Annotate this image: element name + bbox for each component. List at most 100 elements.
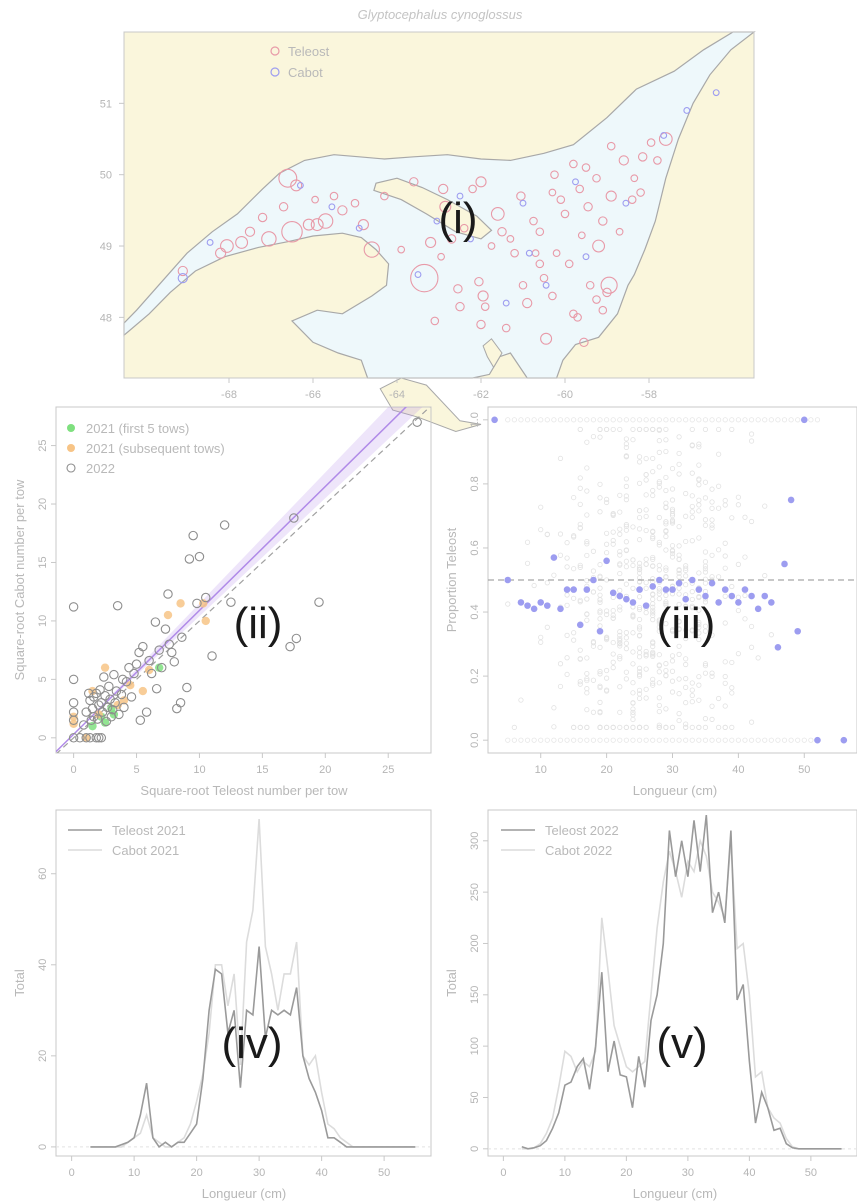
cabot-station-circle	[414, 271, 422, 278]
x-tick-label: 30	[253, 1167, 265, 1179]
individual-point	[617, 417, 623, 423]
cabot-station-circle	[582, 253, 590, 261]
individual-point	[564, 671, 570, 678]
individual-point	[669, 689, 676, 695]
individual-point	[722, 540, 728, 546]
individual-point	[617, 641, 623, 647]
individual-point	[663, 505, 669, 511]
point-2022	[87, 703, 98, 714]
individual-point	[636, 454, 643, 460]
individual-point	[676, 651, 682, 657]
individual-point	[610, 426, 616, 433]
teleost-station-circle	[281, 221, 303, 243]
individual-point	[643, 580, 649, 586]
individual-point	[577, 724, 583, 730]
teleost-station-circle	[556, 195, 566, 204]
individual-point	[696, 441, 702, 447]
individual-point	[564, 737, 570, 743]
individual-point	[762, 417, 768, 423]
individual-point	[683, 724, 689, 730]
individual-point	[683, 538, 689, 545]
individual-point	[689, 603, 695, 609]
individual-point	[604, 541, 610, 547]
individual-point	[669, 520, 676, 526]
individual-point	[676, 601, 682, 608]
individual-point	[604, 426, 610, 433]
individual-point	[577, 679, 583, 685]
individual-point	[571, 595, 577, 601]
teleost-station-circle	[474, 276, 484, 287]
individual-point	[531, 582, 537, 589]
individual-point	[636, 606, 643, 613]
teleost-station-circle	[540, 332, 553, 345]
x-tick-label: -64	[389, 389, 405, 401]
individual-point	[584, 724, 590, 730]
teleost-station-circle	[592, 239, 606, 253]
point-2021-subsequent	[138, 686, 148, 696]
individual-point	[604, 417, 610, 423]
individual-point	[689, 699, 695, 705]
individual-point	[623, 581, 629, 587]
y-tick-label: 60	[37, 868, 49, 880]
individual-point	[709, 716, 715, 722]
individual-point	[702, 670, 709, 676]
individual-point	[623, 417, 629, 423]
teleost-station-circle	[480, 302, 490, 311]
mean-proportion-point	[781, 560, 788, 568]
legend-entry: Teleost 2022	[545, 823, 619, 838]
individual-point	[564, 540, 570, 546]
point-2022	[151, 683, 162, 694]
individual-point	[729, 690, 735, 696]
x-tick-label: -58	[641, 389, 657, 401]
individual-point	[650, 737, 656, 743]
point-2022	[94, 733, 104, 743]
x-tick-label: 10	[193, 764, 205, 776]
teleost-station-circle	[453, 284, 463, 294]
individual-point	[617, 549, 623, 555]
individual-point	[604, 496, 610, 502]
x-tick-label: 25	[382, 764, 394, 776]
individual-point	[656, 702, 662, 709]
individual-point	[597, 699, 603, 705]
individual-point	[538, 639, 544, 645]
individual-point	[636, 691, 643, 697]
mean-proportion-point	[590, 576, 597, 584]
point-2022	[86, 715, 96, 726]
individual-point	[623, 444, 629, 451]
point-2022	[291, 633, 302, 644]
individual-point	[584, 737, 590, 743]
mean-proportion-point	[675, 579, 683, 587]
teleost-station-circle	[518, 280, 528, 290]
teleost-station-circle	[397, 245, 406, 254]
panel-label: (i)	[438, 194, 477, 243]
individual-point	[656, 662, 662, 668]
individual-point	[676, 461, 682, 467]
individual-point	[577, 485, 583, 491]
individual-point	[729, 659, 735, 666]
individual-point	[729, 426, 735, 433]
teleost-station-circle	[585, 280, 595, 290]
individual-point	[604, 724, 610, 730]
individual-point	[716, 505, 722, 511]
individual-point	[623, 523, 629, 529]
cabot-station-circle	[542, 281, 550, 289]
point-2022	[289, 513, 299, 523]
individual-point	[610, 511, 616, 517]
individual-point	[676, 556, 682, 563]
point-2022	[68, 733, 79, 743]
individual-point	[630, 426, 636, 433]
individual-point	[636, 567, 643, 573]
individual-point	[650, 643, 656, 650]
individual-point	[643, 585, 649, 591]
mean-proportion-point	[682, 595, 689, 603]
individual-point	[676, 567, 682, 574]
mean-proportion-point	[524, 602, 531, 609]
x-tick-label: -68	[221, 389, 237, 401]
individual-point	[538, 527, 544, 533]
individual-point	[636, 626, 643, 632]
individual-point	[564, 655, 570, 661]
individual-point	[557, 455, 564, 462]
teleost-station-circle	[583, 202, 593, 212]
panel-length-2021: 0 10 20 30 40 50 0 20 40 60 Teleost 2021 Cabot 202…	[12, 809, 432, 1201]
individual-point	[617, 638, 623, 644]
